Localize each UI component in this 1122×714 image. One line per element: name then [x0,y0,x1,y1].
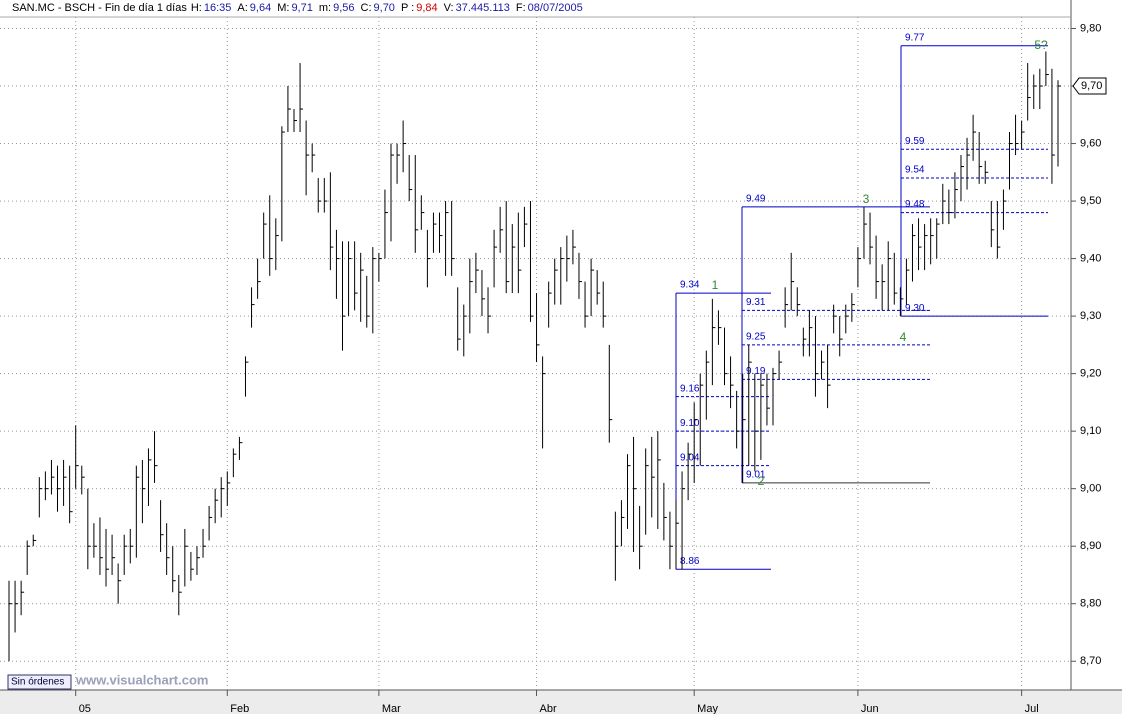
header-value: 9,71 [291,2,313,14]
x-tick-label: May [697,703,718,714]
header-value: 08/07/2005 [527,2,583,14]
x-tick-label: Mar [382,703,401,714]
x-tick-label: Feb [230,703,249,714]
y-tick-label: 8,80 [1080,598,1101,610]
fibo-label: 9.30. [905,303,927,314]
fibo-label: 9.04 [680,452,700,463]
x-tick-label: Abr [540,703,557,714]
fibo-label: 9.54 [905,165,925,176]
wave-label: 5? [1034,38,1048,52]
x-tick-label: Jun [861,703,879,714]
watermark: www.visualchart.com [75,672,208,687]
wave-label: 2 [758,474,765,488]
wave-label: 4 [900,330,907,344]
header-value: 37.445.113 [455,2,510,14]
fibo-label: 8.86 [680,556,700,567]
y-tick-label: 9,10 [1080,425,1101,437]
fibo-label: 9.10 [680,418,700,429]
wave-label: 1 [712,278,719,292]
fibo-label: 9.31 [746,297,766,308]
header-label: A: [237,2,248,14]
header-label: H: [190,2,202,14]
y-tick-label: 9,80 [1080,22,1101,34]
fibo-label: 9.01 [746,470,766,481]
fibo-label: 9.16 [680,383,700,394]
x-tick-label: Jul [1025,703,1039,714]
y-tick-label: 8,70 [1080,655,1101,667]
fibo-label: 9.77 [905,32,925,43]
header-label: V: [443,2,454,14]
last-price-label: 9,70 [1081,80,1102,92]
symbol: SAN.MC - BSCH - Fin de día 1 días [12,2,187,14]
last-price-box [1072,77,1107,95]
wave-label: 3 [863,192,870,206]
x-axis-band [0,690,1122,714]
y-tick-label: 8,90 [1080,540,1101,552]
fibo-label: 9.34 [680,280,700,291]
button[interactable]: Sin órdenes [11,677,64,688]
y-tick-label: 9,30 [1080,310,1101,322]
header: SAN.MC - BSCH - Fin de día 1 días H: 16:35… [0,0,1070,17]
header-label: P : [400,2,415,14]
fibo-label: 9.59 [905,136,925,147]
y-tick-label: 9,50 [1080,195,1101,207]
header-value: 9,84 [416,2,438,14]
header-label: M: [277,2,290,14]
fibo-label: 9.48 [905,199,925,210]
y-tick-label: 9,60 [1080,137,1101,149]
header-value: 16:35 [203,2,232,14]
fibo-label: 9.19 [746,366,766,377]
header-value: 9,70 [373,2,395,14]
y-tick-label: 9,40 [1080,252,1101,264]
x-tick-label: 05 [79,703,91,714]
fibo-label: 9.49 [746,193,766,204]
header-value: 9,56 [333,2,355,14]
button-box [7,674,72,690]
header-label: m: [318,2,332,14]
header-value: 9,64 [249,2,272,14]
fibo-label: 9.25 [746,332,766,343]
header-label: C: [360,2,372,14]
y-tick-label: 9,20 [1080,368,1101,380]
y-tick-label: 9,00 [1080,483,1101,495]
header-label: F: [515,2,526,14]
